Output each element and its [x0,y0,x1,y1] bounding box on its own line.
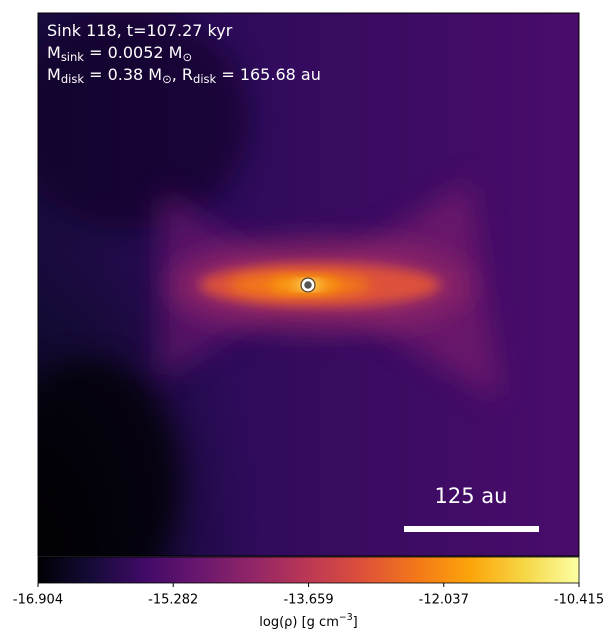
text-sup: −3 [339,612,353,623]
annotation: Msink = 0.0052 M⊙ [47,43,192,64]
text-sub: ⊙ [182,50,192,64]
text-part: M [47,43,61,62]
colorbar-tick-label: -12.037 [419,593,469,608]
colorbar-tick-label: -13.659 [283,593,333,608]
density-image [38,13,579,556]
plot-frame [37,12,580,557]
annotation: Sink 118, t=107.27 kyr [47,21,233,40]
sink-marker [301,278,315,292]
text-sub: sink [61,50,84,64]
colorbar-label: log(ρ) [g cm−3] [259,612,357,630]
text-sub: ⊙ [162,72,172,86]
text-part: = 0.0052 M [84,43,182,62]
colorbar-axis: -16.904 -15.282 -13.659 -12.037 -10.415 log(ρ… [13,583,604,630]
text-part: = 0.38 M [84,65,162,84]
colorbar-tick-label: -15.282 [148,593,198,608]
text-part: ] [353,615,358,630]
text-sub: disk [193,72,217,86]
colorbar [37,556,580,584]
text-part: , R [172,65,193,84]
text-part: = 165.68 au [216,65,321,84]
colorbar-tick-label: -10.415 [554,593,604,608]
text-sub: disk [61,72,85,86]
text-part: Sink 118, t=107.27 kyr [47,21,233,40]
text-part: log(ρ) [g cm [259,615,339,630]
annotation: Mdisk = 0.38 M⊙, Rdisk = 165.68 au [47,65,321,86]
scale-bar-label: 125 au [435,484,508,508]
text-part: M [47,65,61,84]
colorbar-tick-label: -16.904 [13,593,63,608]
sink-marker-outline [300,277,316,293]
